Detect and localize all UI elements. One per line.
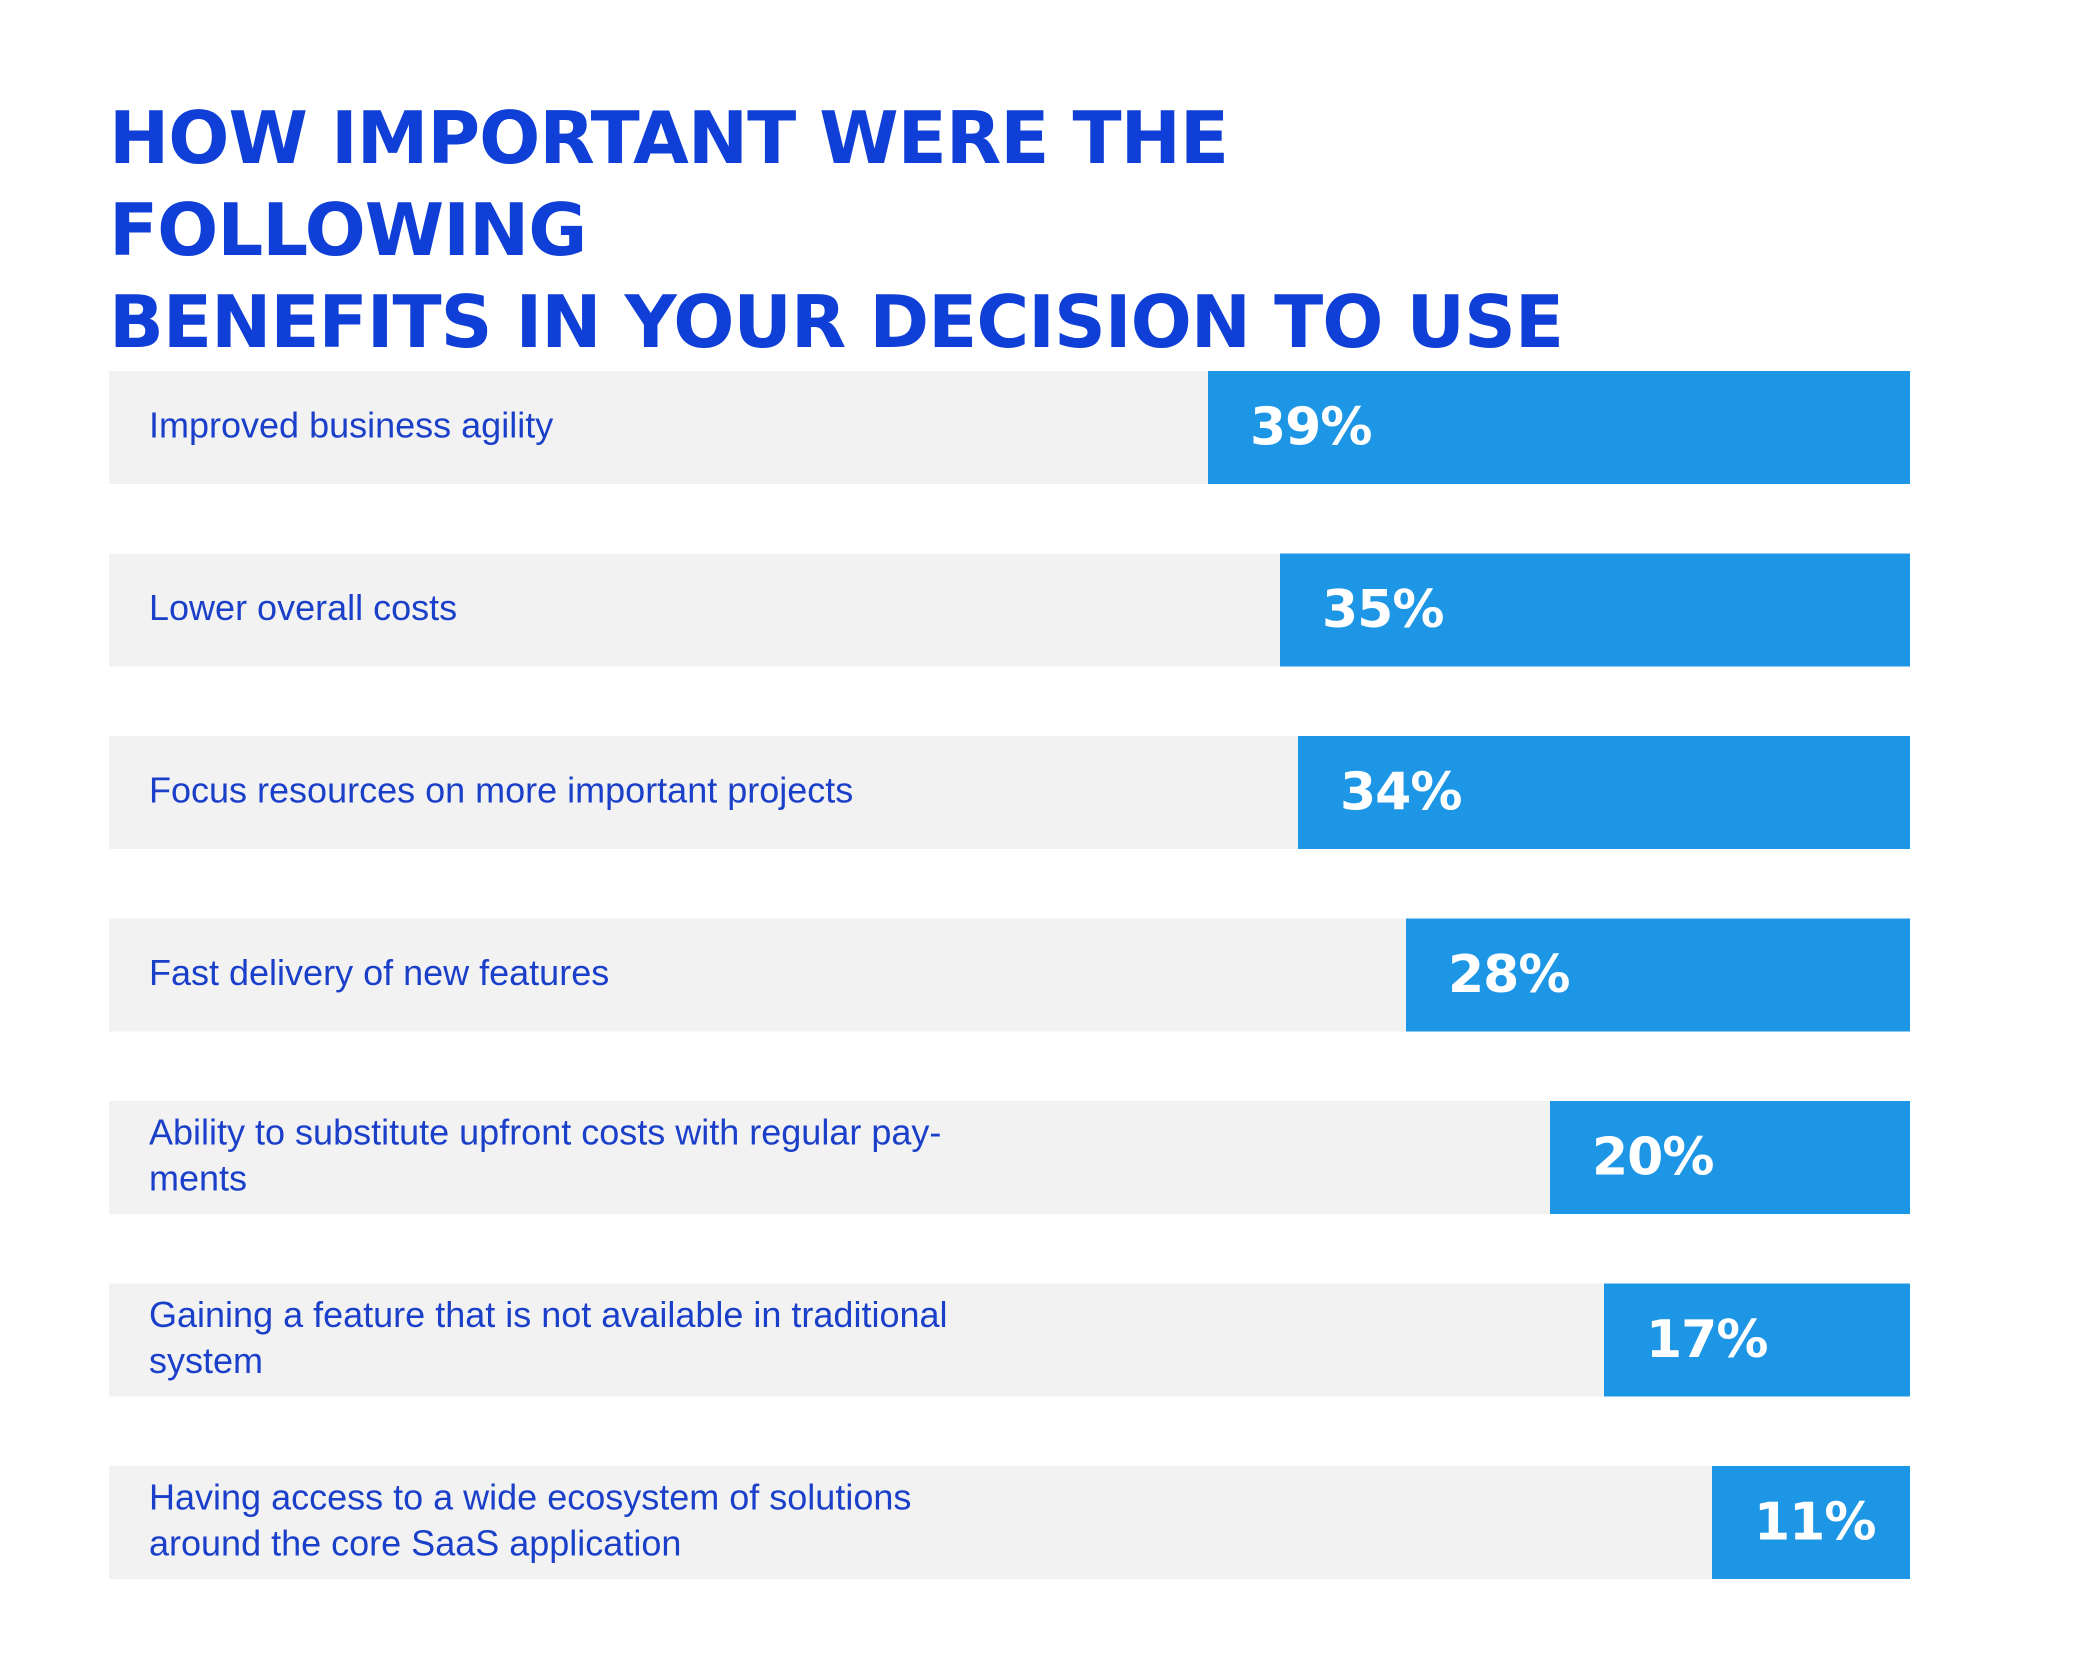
category-label-line: ments [149, 1157, 247, 1198]
bar-row: Focus resources on more important projec… [109, 736, 1910, 849]
bar [1280, 553, 1910, 667]
bar-row: Having access to a wide ecosystem of sol… [109, 1466, 1910, 1579]
category-label: Lower overall costs [149, 587, 457, 628]
value-label: 11% [1754, 1493, 1875, 1553]
category-label: Fast delivery of new features [149, 952, 609, 993]
chart-title: HOW IMPORTANT WERE THE FOLLOWING BENEFIT… [109, 92, 1709, 368]
bar-row: Fast delivery of new features 28% [109, 918, 1910, 1032]
category-label: Ability to substitute upfront costs with… [149, 1111, 941, 1198]
chart-title-line-2: BENEFITS IN YOUR DECISION TO USE [109, 280, 1564, 364]
category-label-line: Focus resources on more important projec… [149, 769, 853, 810]
category-label: Having access to a wide ecosystem of sol… [149, 1476, 911, 1563]
category-label-line: Gaining a feature that is not available … [149, 1294, 948, 1335]
category-label-line: Fast delivery of new features [149, 952, 609, 993]
category-label: Gaining a feature that is not available … [149, 1294, 948, 1381]
value-label: 17% [1646, 1310, 1767, 1370]
chart-title-line-1: HOW IMPORTANT WERE THE FOLLOWING [109, 96, 1229, 272]
bar-track [109, 1466, 1910, 1579]
bar [1298, 736, 1910, 849]
bar [1208, 371, 1910, 484]
category-label-line: Lower overall costs [149, 587, 457, 628]
value-label: 20% [1592, 1128, 1713, 1188]
bar [1406, 918, 1910, 1032]
bar-row: Gaining a feature that is not available … [109, 1283, 1910, 1397]
value-label: 39% [1250, 398, 1371, 458]
bar-row: Improved business agility 39% [109, 371, 1910, 484]
category-label-line: around the core SaaS application [149, 1522, 681, 1563]
bar-row: Ability to substitute upfront costs with… [109, 1101, 1910, 1214]
category-label: Focus resources on more important projec… [149, 769, 853, 810]
category-label-line: Improved business agility [149, 404, 553, 445]
bar [1712, 1466, 1910, 1579]
bar [1550, 1101, 1910, 1214]
category-label-line: system [149, 1340, 263, 1381]
category-label-line: Ability to substitute upfront costs with… [149, 1111, 941, 1152]
value-label: 28% [1448, 945, 1569, 1005]
bar [1604, 1283, 1910, 1397]
bar-row: Lower overall costs 35% [109, 553, 1910, 667]
value-label: 34% [1340, 763, 1461, 823]
category-label: Improved business agility [149, 404, 553, 445]
value-label: 35% [1322, 580, 1443, 640]
category-label-line: Having access to a wide ecosystem of sol… [149, 1476, 911, 1517]
